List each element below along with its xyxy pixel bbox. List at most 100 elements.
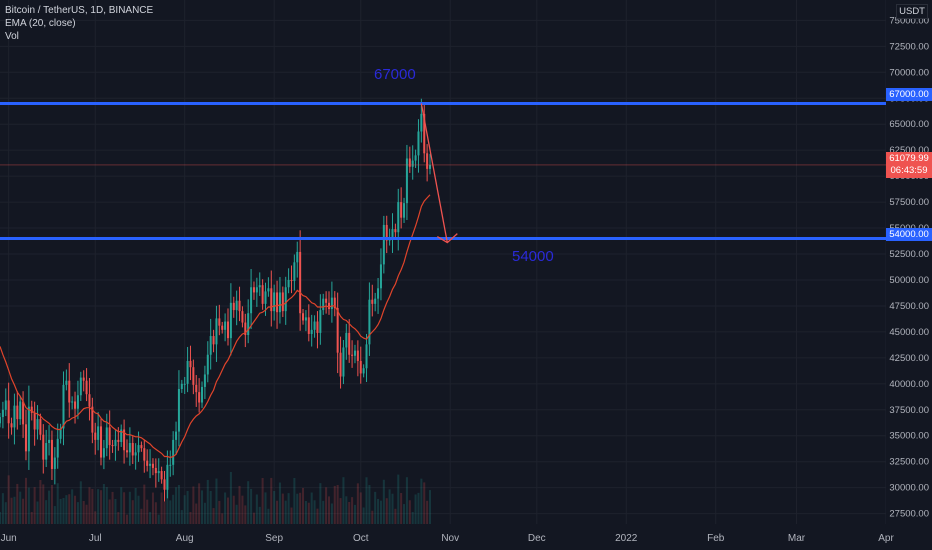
candle-body xyxy=(394,229,397,233)
candle-body xyxy=(224,321,227,330)
volume-bar xyxy=(62,498,65,524)
candle-body xyxy=(368,299,371,345)
candle-body xyxy=(56,438,59,458)
candle-body xyxy=(417,131,420,156)
x-tick-label: Jun xyxy=(1,533,17,544)
candle-body xyxy=(221,325,224,330)
candle-body xyxy=(206,354,209,375)
volume-bar xyxy=(94,511,97,524)
volume-bar xyxy=(377,498,380,524)
candle-body xyxy=(351,354,354,356)
volume-bar xyxy=(134,488,137,524)
volume-bar xyxy=(359,492,362,524)
volume-bar xyxy=(325,487,328,524)
volume-histogram xyxy=(0,472,432,524)
x-axis[interactable]: Jun Jul Aug Sep Oct Nov Dec 2022 Feb Mar Apr xyxy=(0,524,932,550)
volume-bar xyxy=(50,485,53,524)
candle-body xyxy=(377,288,380,299)
last-price-tag: 61079.99 06:43:59 xyxy=(886,152,932,178)
candle-body xyxy=(203,374,206,387)
volume-bar xyxy=(151,492,154,524)
candle-body xyxy=(420,113,423,132)
volume-bar xyxy=(180,510,183,524)
candle-body xyxy=(186,360,189,384)
candle-body xyxy=(85,380,88,395)
x-tick-label: Jul xyxy=(89,533,102,544)
volume-indicator-label[interactable]: Vol xyxy=(5,31,19,42)
candle-body xyxy=(307,317,310,334)
ema-indicator-label[interactable]: EMA (20, close) xyxy=(5,18,76,29)
candle-body xyxy=(299,251,302,314)
candle-body xyxy=(151,463,154,468)
volume-bar xyxy=(307,502,310,524)
volume-bar xyxy=(385,498,388,524)
y-tick-label: 52500.00 xyxy=(889,249,929,260)
candle-body xyxy=(19,401,22,420)
volume-bar xyxy=(322,500,325,524)
volume-bar xyxy=(79,481,82,524)
volume-bar xyxy=(105,487,108,524)
volume-bar xyxy=(408,500,411,524)
volume-bar xyxy=(362,507,365,524)
candle-body xyxy=(149,463,152,466)
y-tick-label: 37500.00 xyxy=(889,405,929,416)
candle-body xyxy=(336,308,339,353)
volume-bar xyxy=(59,498,62,524)
volume-bar xyxy=(71,489,74,524)
candle-body xyxy=(278,292,281,313)
candle-body xyxy=(293,262,296,282)
down-arrow-drawing[interactable] xyxy=(420,103,458,244)
candle-body xyxy=(123,429,126,451)
volume-bar xyxy=(397,474,400,524)
candle-body xyxy=(270,288,273,312)
volume-bar xyxy=(374,491,377,524)
volume-bar xyxy=(244,505,247,524)
candle-body xyxy=(327,302,331,310)
candle-body xyxy=(198,392,201,403)
volume-bar xyxy=(169,500,172,524)
volume-bar xyxy=(356,483,359,524)
symbol-title[interactable]: Bitcoin / TetherUS, 1D, BINANCE xyxy=(5,5,154,16)
candle-body xyxy=(226,321,230,339)
volume-bar xyxy=(405,477,408,524)
candle-body xyxy=(273,292,276,312)
volume-bar xyxy=(33,487,36,524)
candle-body xyxy=(71,401,74,403)
y-tick-label: 75000.00 xyxy=(889,15,929,26)
candle-body xyxy=(426,153,429,169)
volume-bar xyxy=(154,502,157,524)
candle-body xyxy=(50,439,53,469)
candle-body xyxy=(45,443,48,460)
candle-body xyxy=(131,443,134,456)
volume-bar xyxy=(394,508,397,524)
volume-bar xyxy=(261,478,264,524)
volume-bar xyxy=(411,512,414,524)
candle-body xyxy=(79,377,82,396)
y-tick-label: 72500.00 xyxy=(889,41,929,52)
volume-bar xyxy=(30,512,33,524)
volume-bar xyxy=(4,502,7,524)
volume-bar xyxy=(0,512,2,524)
volume-bar xyxy=(258,506,261,524)
y-tick-label: 42500.00 xyxy=(889,353,929,364)
volume-bar xyxy=(27,487,30,524)
currency-label[interactable]: USDT xyxy=(896,4,928,19)
candle-body xyxy=(400,202,403,218)
volume-bar xyxy=(255,494,258,524)
volume-bar xyxy=(339,498,342,524)
volume-bar xyxy=(195,503,198,524)
volume-bar xyxy=(429,490,432,524)
candle-body xyxy=(94,432,97,440)
volume-bar xyxy=(235,504,238,524)
volume-bar xyxy=(252,512,255,524)
volume-bar xyxy=(183,495,186,524)
candle-body xyxy=(42,434,45,460)
candle-body xyxy=(325,298,328,303)
y-axis[interactable]: 27500.00 30000.00 32500.00 35000.00 37500.00… xyxy=(886,0,932,550)
y-tick-label: 27500.00 xyxy=(889,509,929,520)
volume-bar xyxy=(163,501,166,524)
candle-body xyxy=(252,287,255,293)
candle-body xyxy=(166,464,169,490)
